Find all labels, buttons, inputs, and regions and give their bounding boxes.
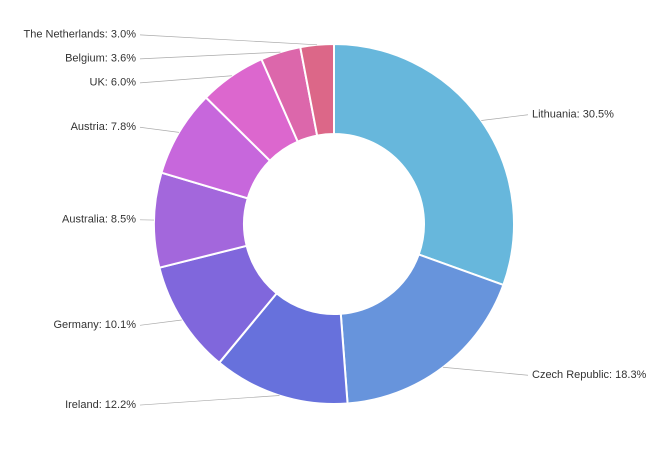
slice-label: Belgium: 3.6% <box>65 53 136 65</box>
donut-slice <box>339 253 505 405</box>
slice-label: Ireland: 12.2% <box>65 399 136 411</box>
label-line <box>139 126 180 133</box>
slice-label: Australia: 8.5% <box>62 214 136 226</box>
donut-slice <box>333 42 515 287</box>
label-line <box>139 34 318 46</box>
slice-label: The Netherlands: 3.0% <box>23 29 136 41</box>
label-line <box>139 75 232 84</box>
slice-label: Germany: 10.1% <box>53 319 136 331</box>
label-line <box>139 395 280 406</box>
slice-label: Lithuania: 30.5% <box>532 109 614 121</box>
label-line <box>139 319 182 326</box>
label-line <box>442 366 529 376</box>
label-line <box>481 114 529 121</box>
slice-label: UK: 6.0% <box>90 77 137 89</box>
slice-label: Austria: 7.8% <box>71 121 137 133</box>
label-line <box>139 51 281 60</box>
donut-slice <box>299 42 335 137</box>
slice-label: Czech Republic: 18.3% <box>532 369 647 381</box>
